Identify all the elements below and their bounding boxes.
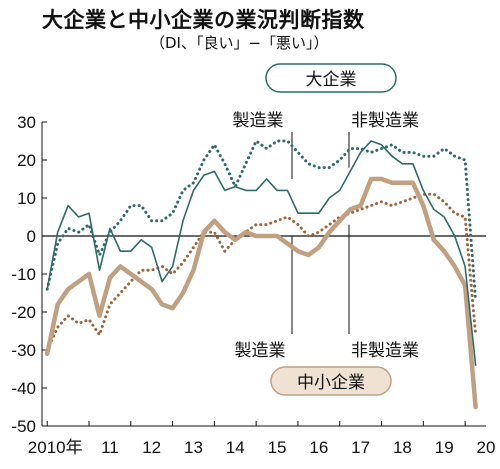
y-tick-label: -20 [11, 303, 36, 322]
x-tick-label: 15 [268, 438, 287, 457]
series-line-small-manufacturing [44, 176, 478, 410]
axes: 30 20 10 0 -10 -20 -30 -40 -50 2010年 11 12 13 14 15 16 1… [11, 113, 495, 457]
y-tick-label: -40 [11, 379, 36, 398]
badge-small-label: 中小企業 [297, 373, 365, 393]
y-tick-label: 20 [17, 151, 36, 170]
series-line-large-non-manufacturing [45, 139, 478, 303]
label-large-manufacturing: 製造業 [233, 111, 284, 131]
label-large-non-manufacturing: 非製造業 [351, 111, 419, 131]
x-tick-label: 18 [393, 438, 412, 457]
y-tick-label: -10 [11, 265, 36, 284]
badge-small-companies: 中小企業 [270, 366, 392, 396]
x-tick-label: 19 [435, 438, 454, 457]
y-tick-label: -50 [11, 417, 36, 436]
y-tick-label: 0 [27, 227, 36, 246]
x-tick-label: 12 [142, 438, 161, 457]
series-line-small-non-manufacturing [45, 192, 478, 352]
y-tick-label: 10 [17, 189, 36, 208]
label-small-non-manufacturing: 非製造業 [351, 341, 419, 361]
y-tick-label: -30 [11, 341, 36, 360]
badge-large-label: 大企業 [306, 70, 357, 90]
x-tick-label: 2010年 [28, 438, 83, 457]
y-tick-label: 30 [17, 113, 36, 132]
series-lines [44, 139, 478, 410]
series-line-large-manufacturing [46, 140, 477, 367]
series-annotations: 製造業 非製造業 製造業 非製造業 [233, 111, 420, 361]
chart-title: 大企業と中小企業の業況判断指数 [42, 8, 365, 32]
label-small-manufacturing: 製造業 [235, 341, 286, 361]
group-badges: 大企業 中小企業 [265, 63, 397, 396]
x-tick-label: 14 [226, 438, 245, 457]
x-tick-label: 13 [184, 438, 203, 457]
leader-lines [291, 132, 350, 334]
badge-large-companies: 大企業 [265, 63, 397, 93]
x-tick-label: 17 [351, 438, 370, 457]
chart-subtitle: （DI、「良い」−「悪い」） [150, 34, 329, 52]
x-tick-label: 11 [101, 438, 119, 457]
x-tick-label: 20 [477, 438, 496, 457]
x-tick-label: 16 [309, 438, 328, 457]
